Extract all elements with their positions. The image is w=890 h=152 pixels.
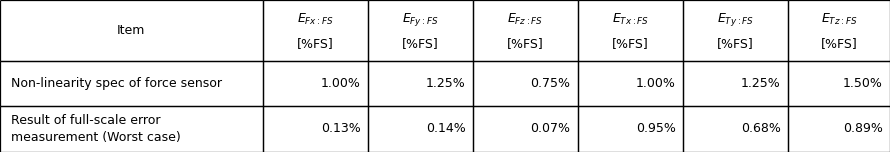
Text: [%FS]: [%FS] [401, 37, 439, 50]
Text: 0.95%: 0.95% [635, 122, 676, 135]
Text: [%FS]: [%FS] [716, 37, 754, 50]
Text: [%FS]: [%FS] [611, 37, 649, 50]
Text: $E_{Tx:FS}$: $E_{Tx:FS}$ [611, 11, 649, 27]
Text: [%FS]: [%FS] [506, 37, 544, 50]
Text: 0.13%: 0.13% [320, 122, 360, 135]
Text: 0.75%: 0.75% [530, 77, 570, 90]
Text: 1.50%: 1.50% [843, 77, 883, 90]
Text: 1.00%: 1.00% [635, 77, 676, 90]
Text: Result of full-scale error
measurement (Worst case): Result of full-scale error measurement (… [11, 114, 181, 144]
Text: $E_{Fy:FS}$: $E_{Fy:FS}$ [401, 10, 439, 28]
Text: [%FS]: [%FS] [821, 37, 857, 50]
Text: 1.00%: 1.00% [320, 77, 360, 90]
Text: 1.25%: 1.25% [740, 77, 781, 90]
Text: $E_{Tz:FS}$: $E_{Tz:FS}$ [821, 11, 857, 27]
Text: [%FS]: [%FS] [296, 37, 334, 50]
Text: 0.68%: 0.68% [740, 122, 781, 135]
Text: $E_{Fx:FS}$: $E_{Fx:FS}$ [296, 11, 334, 27]
Text: Non-linearity spec of force sensor: Non-linearity spec of force sensor [11, 77, 222, 90]
Text: 0.89%: 0.89% [843, 122, 883, 135]
Text: Item: Item [117, 24, 145, 37]
Text: $E_{Fz:FS}$: $E_{Fz:FS}$ [507, 11, 543, 27]
Text: 0.14%: 0.14% [425, 122, 465, 135]
Text: 0.07%: 0.07% [530, 122, 570, 135]
Text: $E_{Ty:FS}$: $E_{Ty:FS}$ [716, 10, 754, 28]
Text: 1.25%: 1.25% [425, 77, 465, 90]
